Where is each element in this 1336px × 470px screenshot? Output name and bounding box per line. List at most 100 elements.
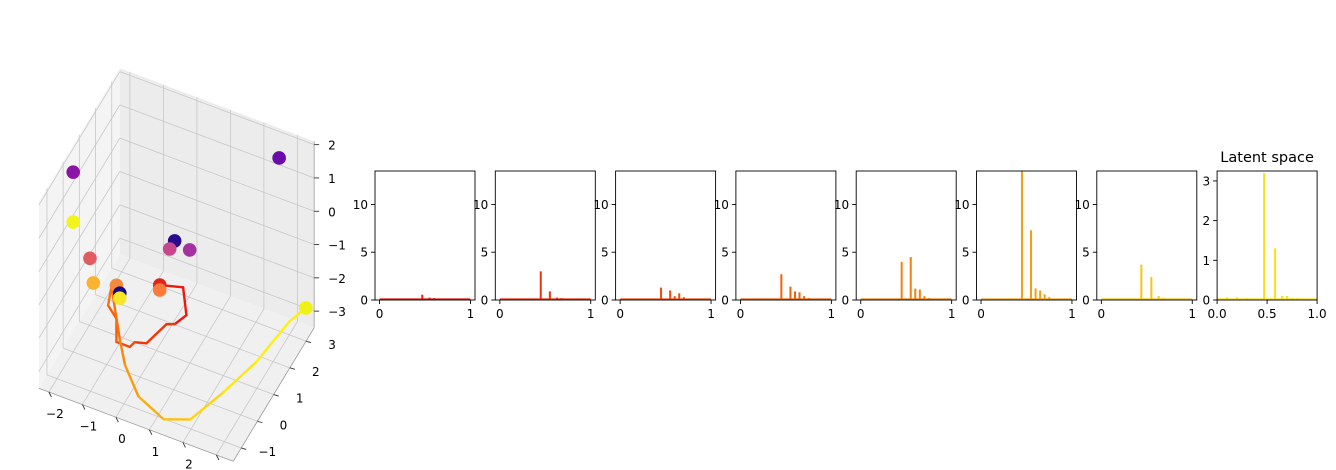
scatter-point [66, 165, 80, 179]
grid-line [119, 104, 315, 179]
y-tick-mark [273, 394, 279, 397]
x-tick-label: 0 [737, 307, 745, 321]
x-tick-label: 1 [828, 307, 836, 321]
x-tick-label: 0 [857, 307, 865, 321]
y-tick-label: 0 [842, 294, 850, 308]
grid-line [63, 347, 258, 422]
scatter-point [112, 291, 127, 305]
grid-line [38, 137, 121, 272]
z-tick-label: 0 [328, 205, 336, 219]
axes-frame [735, 170, 837, 301]
axes-frame [1216, 170, 1318, 301]
scatter-points [66, 151, 313, 315]
scatter-point [86, 276, 101, 290]
y-tick-label: 5 [1082, 246, 1090, 260]
z-tick-label: 2 [328, 139, 336, 153]
x-tick-mark [182, 442, 186, 448]
x-tick-label: 1 [152, 445, 160, 459]
trajectory-segment [115, 340, 132, 349]
axes-frame [494, 170, 596, 301]
x-tick-label: −1 [80, 420, 98, 434]
z-tick-label: −1 [328, 239, 346, 253]
x-tick-label: 0 [1098, 307, 1106, 321]
x-tick-mark [48, 391, 52, 398]
trajectory-segment [123, 363, 140, 398]
grid-line [111, 267, 307, 342]
trajectory-segment [133, 340, 148, 345]
x-tick-label: 1 [587, 307, 595, 321]
y-tick-label: 2 [312, 365, 320, 379]
scatter-point [66, 215, 80, 229]
z-tick-label: 1 [328, 172, 336, 186]
grid-line [38, 71, 121, 206]
grid-line [38, 204, 121, 339]
y-tick-label: 3 [328, 338, 336, 352]
scatter-point [272, 151, 286, 165]
scatter-point [182, 243, 197, 257]
y-tick-label: 5 [842, 246, 850, 260]
trajectory-segment [137, 395, 165, 421]
y-tick-label: 10 [593, 198, 608, 212]
x-tick-mark [148, 429, 153, 436]
y-tick-label: 0 [1202, 294, 1210, 308]
y-tick-label: 5 [360, 246, 368, 260]
y-tick-label: 10 [834, 198, 849, 212]
grid-line [95, 294, 290, 369]
histogram-title: Latent space [1220, 150, 1314, 166]
axes-frame [615, 170, 717, 301]
grid-line [46, 374, 242, 449]
scatter-point [299, 301, 313, 315]
x-tick-label: 0 [376, 307, 384, 321]
trajectory-segment [173, 314, 188, 326]
y-tick-label: 1 [1202, 254, 1210, 268]
scatter-point [152, 283, 167, 297]
axes-frame [976, 170, 1077, 301]
trajectory-segment [255, 320, 291, 364]
axes-frame [374, 170, 476, 301]
y-tick-label: −1 [258, 445, 276, 459]
y-tick-mark [289, 367, 295, 370]
y-tick-label: 0 [721, 294, 729, 308]
axes-frame [1096, 170, 1198, 301]
pane-edge [38, 387, 234, 462]
axes-frame [855, 170, 957, 301]
x-tick-mark [115, 416, 119, 423]
trajectory [106, 283, 308, 421]
grid-line [119, 137, 315, 212]
x-tick-label: 1 [707, 307, 715, 321]
trajectory-segment [181, 286, 188, 317]
y-tick-label: 5 [962, 246, 970, 260]
y-tick-label: 0 [481, 294, 489, 308]
x-tick-label: 1.0 [1308, 307, 1327, 321]
z-tick-label: −3 [328, 305, 346, 319]
y-tick-label: 0 [1082, 294, 1090, 308]
scatter-point [162, 242, 177, 256]
y-tick-mark [257, 420, 263, 424]
x-tick-label: 0.0 [1208, 307, 1227, 321]
y-tick-label: 0 [280, 418, 288, 432]
y-tick-label: 5 [721, 246, 729, 260]
grid-line [38, 171, 121, 306]
x-tick-label: 0 [496, 307, 504, 321]
z-tick-label: −2 [328, 272, 346, 286]
x-tick-label: 1 [1068, 307, 1076, 321]
y-tick-label: 10 [1075, 198, 1090, 212]
grid-line [119, 71, 315, 146]
trajectory-segment [189, 391, 225, 421]
y-tick-label: 0 [601, 294, 609, 308]
y-tick-label: 0 [962, 294, 970, 308]
x-tick-label: 0 [616, 307, 624, 321]
y-tick-label: 10 [353, 198, 368, 212]
trajectory-segment [110, 285, 122, 341]
pane-back [119, 68, 315, 328]
grid-line [38, 237, 121, 372]
